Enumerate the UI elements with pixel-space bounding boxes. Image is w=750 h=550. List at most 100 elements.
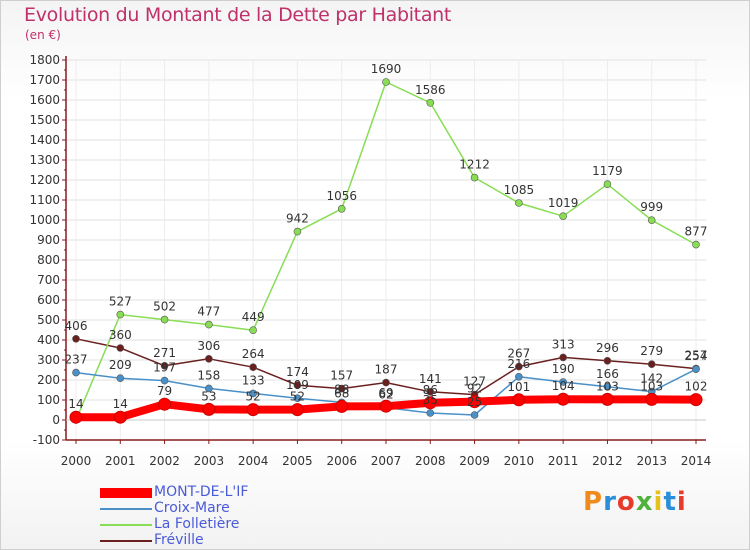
data-point	[205, 384, 213, 393]
data-label: 527	[109, 295, 132, 309]
data-label: 306	[197, 339, 220, 353]
y-tick-label: 300	[37, 353, 60, 367]
data-point	[379, 399, 393, 413]
data-point	[158, 397, 172, 411]
data-point	[249, 363, 257, 372]
x-tick-label: 2011	[548, 454, 579, 468]
data-label: 53	[201, 389, 216, 403]
data-point	[337, 205, 346, 213]
x-tick-label: 2004	[238, 454, 269, 468]
data-point	[512, 393, 526, 407]
data-label: 69	[378, 386, 393, 400]
data-point	[116, 310, 125, 319]
x-tick-label: 2005	[282, 454, 313, 468]
data-label: 102	[685, 380, 708, 394]
y-tick-label: 1100	[29, 193, 60, 207]
data-point	[692, 365, 700, 374]
x-tick-label: 2013	[636, 454, 667, 468]
data-point	[160, 315, 169, 324]
data-point	[692, 240, 700, 249]
data-point	[160, 376, 169, 385]
y-tick-label: 700	[37, 273, 60, 287]
y-tick-label: 200	[37, 373, 60, 387]
x-tick-label: 2012	[592, 454, 623, 468]
x-tick-label: 2014	[681, 454, 712, 468]
data-label: 216	[507, 357, 530, 371]
data-label: 104	[552, 379, 575, 393]
data-point	[689, 393, 703, 407]
data-label: 101	[507, 380, 530, 394]
data-point	[647, 216, 656, 224]
data-label: 877	[685, 225, 708, 239]
data-label: 35	[423, 393, 438, 407]
legend-label: La Folletière	[154, 516, 240, 532]
data-point	[113, 410, 127, 424]
y-tick-label: 500	[37, 313, 60, 327]
data-label: 1085	[504, 183, 535, 197]
data-label: 254	[685, 349, 708, 363]
y-tick-label: 0	[52, 413, 60, 427]
data-point	[559, 212, 567, 220]
data-point	[468, 395, 482, 409]
x-tick-label: 2007	[371, 454, 402, 468]
data-point	[249, 389, 257, 398]
data-label: 209	[109, 358, 132, 372]
data-label: 190	[552, 362, 575, 376]
data-point	[69, 410, 83, 424]
data-label: 109	[286, 378, 309, 392]
data-point	[249, 326, 257, 335]
y-tick-label: -100	[33, 433, 60, 447]
legend-swatch-la-folletiere	[100, 524, 152, 526]
x-tick-label: 2002	[149, 454, 180, 468]
data-label: 142	[640, 372, 663, 386]
data-label: 271	[153, 346, 176, 360]
data-point	[202, 402, 216, 416]
data-label: 52	[290, 390, 305, 404]
data-label: 68	[334, 386, 349, 400]
legend-label: MONT-DE-L'IF	[154, 484, 249, 500]
data-point	[559, 378, 567, 386]
data-point	[470, 173, 479, 182]
data-point	[515, 362, 523, 371]
x-tick-label: 2008	[415, 454, 446, 468]
legend-label: Croix-Mare	[154, 500, 230, 516]
data-point	[600, 392, 614, 406]
data-point	[515, 199, 523, 207]
data-label: 1586	[415, 83, 446, 97]
legend-swatch-freville	[100, 540, 152, 542]
data-label: 449	[242, 310, 265, 324]
y-tick-label: 1300	[29, 153, 60, 167]
y-tick-label: 900	[37, 233, 60, 247]
data-label: 166	[596, 367, 619, 381]
data-point	[335, 399, 349, 413]
y-tick-label: 1200	[29, 173, 60, 187]
data-point	[645, 392, 659, 406]
data-point	[116, 344, 125, 352]
data-label: 257	[685, 349, 708, 363]
data-point	[426, 409, 435, 417]
data-label: 999	[640, 200, 663, 214]
data-label: 197	[153, 361, 176, 375]
data-point	[603, 180, 612, 188]
x-tick-label: 2009	[459, 454, 490, 468]
chart-title: Evolution du Montant de la Dette par Hab…	[24, 4, 452, 26]
data-point	[293, 381, 302, 390]
data-point	[647, 360, 656, 369]
data-point	[116, 374, 125, 383]
data-label: 88	[334, 382, 349, 396]
data-point	[337, 384, 346, 393]
data-label: 264	[242, 347, 265, 361]
y-tick-label: 1800	[29, 53, 60, 67]
y-tick-label: 800	[37, 253, 60, 267]
data-label: 14	[113, 397, 128, 411]
data-label: 52	[246, 390, 261, 404]
data-point	[205, 320, 213, 329]
data-point	[470, 411, 479, 419]
y-tick-label: 1700	[29, 73, 60, 87]
x-tick-label: 2000	[61, 454, 92, 468]
y-tick-label: 1000	[29, 213, 60, 227]
data-label: 267	[507, 347, 530, 361]
data-label: 133	[242, 373, 265, 387]
legend-label: Fréville	[154, 532, 204, 548]
data-label: 25	[467, 395, 482, 409]
